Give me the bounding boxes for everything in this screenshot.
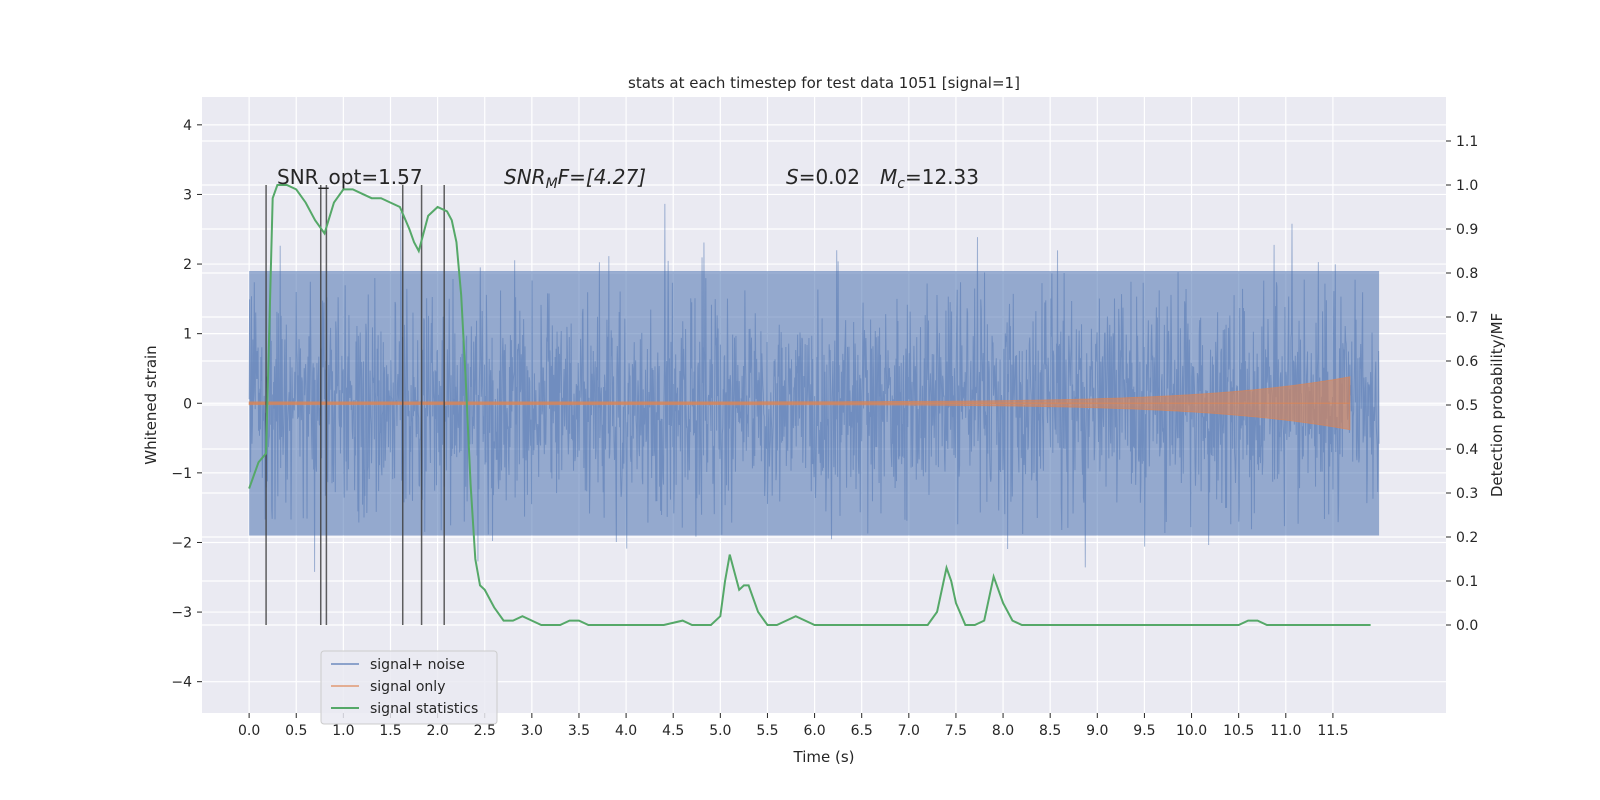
y-right-tick-label: 0.4: [1456, 442, 1478, 458]
legend-label-signal: signal only: [370, 679, 445, 695]
legend-label-statistics: signal statistics: [370, 701, 478, 717]
x-tick-label: 10.0: [1176, 723, 1207, 739]
y-left-tick-label: −2: [171, 535, 192, 551]
x-tick-label: 0.0: [238, 723, 260, 739]
x-axis-label: Time (s): [793, 748, 855, 766]
annotation-s: S=0.02: [786, 165, 860, 189]
x-tick-label: 9.5: [1133, 723, 1155, 739]
x-tick-label: 1.5: [379, 723, 401, 739]
x-tick-label: 9.0: [1086, 723, 1108, 739]
y-right-tick-label: 0.8: [1456, 266, 1478, 282]
y-right-tick-label: 0.7: [1456, 310, 1478, 326]
x-tick-label: 10.5: [1223, 723, 1254, 739]
y-right-tick-label: 0.0: [1456, 618, 1478, 634]
legend-box: [320, 650, 498, 725]
x-tick-label: 11.5: [1317, 723, 1348, 739]
x-tick-label: 0.5: [285, 723, 307, 739]
y-left-tick-label: −1: [171, 466, 192, 482]
y-axis-right-label: Detection probability/MF: [1488, 313, 1506, 497]
x-tick-label: 6.0: [803, 723, 825, 739]
vertical-markers: [265, 185, 445, 625]
annotation-s-value: =0.02: [799, 165, 860, 189]
y-left-tick-label: 1: [183, 327, 192, 343]
x-tick-label: 1.0: [332, 723, 354, 739]
x-tick-label: 3.5: [568, 723, 590, 739]
annotation-mc-value: =12.33: [905, 165, 979, 189]
x-tick-label: 5.0: [709, 723, 731, 739]
annotation-mc-subscript: c: [897, 176, 905, 192]
y-right-tick-label: 0.1: [1456, 574, 1478, 590]
signal-only-series: [248, 376, 1351, 431]
signal-statistics-line: [248, 184, 1371, 626]
legend: signal+ noise signal only signal statist…: [320, 650, 498, 725]
y-left-tick-label: 4: [183, 118, 192, 134]
x-tick-label: 7.0: [898, 723, 920, 739]
y-axis-label: Whitened strain: [142, 345, 160, 464]
legend-label-noise: signal+ noise: [370, 657, 465, 673]
x-tick-label: 5.5: [756, 723, 778, 739]
y-left-tick-label: 3: [183, 187, 192, 203]
x-tick-label: 4.5: [662, 723, 684, 739]
annotation-snr-mf-value: F=[4.27]: [558, 165, 646, 189]
y-right-tick-label: 0.9: [1456, 222, 1478, 238]
chart-title: stats at each timestep for test data 105…: [628, 74, 1020, 92]
x-tick-label: 2.5: [474, 723, 496, 739]
y-right-tick-label: 0.3: [1456, 486, 1478, 502]
annotation-mc: Mc=12.33: [880, 165, 979, 192]
x-tick-label: 3.0: [521, 723, 543, 739]
y-left-ticks: 4 3 2 1 0 −1 −2 −3 −4: [171, 118, 202, 691]
y-right-tick-label: 0.6: [1456, 354, 1478, 370]
y-left-tick-label: 2: [183, 257, 192, 273]
y-left-tick-label: −4: [171, 675, 192, 691]
annotation-s-symbol: S: [786, 165, 799, 189]
signal-noise-line: [248, 203, 1380, 572]
x-ticks: 0.0 0.5 1.0 1.5 2.0 2.5 3.0 3.5 4.0 4.5 5.0 5.5 6.0 6…: [238, 713, 1348, 739]
y-left-tick-label: −3: [171, 605, 192, 621]
x-tick-label: 8.0: [992, 723, 1014, 739]
x-tick-label: 4.0: [615, 723, 637, 739]
x-tick-label: 7.5: [945, 723, 967, 739]
x-tick-label: 2.0: [426, 723, 448, 739]
annotation-mc-symbol: M: [880, 165, 897, 189]
annotation-snr-mf-symbol: SNR: [504, 165, 546, 189]
y-right-tick-label: 0.2: [1456, 530, 1478, 546]
x-tick-label: 6.5: [851, 723, 873, 739]
x-tick-label: 11.0: [1270, 723, 1301, 739]
x-tick-label: 8.5: [1039, 723, 1061, 739]
annotation-snr-mf: SNRMF=[4.27]: [504, 165, 646, 192]
y-right-ticks: 1.1 1.0 0.9 0.8 0.7 0.6 0.5 0.4 0.3 0.2 0.1 0.0: [1446, 134, 1478, 634]
signal-statistics-series: [248, 184, 1371, 626]
y-right-tick-label: 1.0: [1456, 178, 1478, 194]
annotation-snr-mf-subscript: M: [546, 176, 558, 192]
annotation-snr-opt: SNR_opt=1.57: [277, 165, 423, 189]
y-right-tick-label: 1.1: [1456, 134, 1478, 150]
y-left-tick-label: 0: [183, 396, 192, 412]
y-right-tick-label: 0.5: [1456, 398, 1478, 414]
